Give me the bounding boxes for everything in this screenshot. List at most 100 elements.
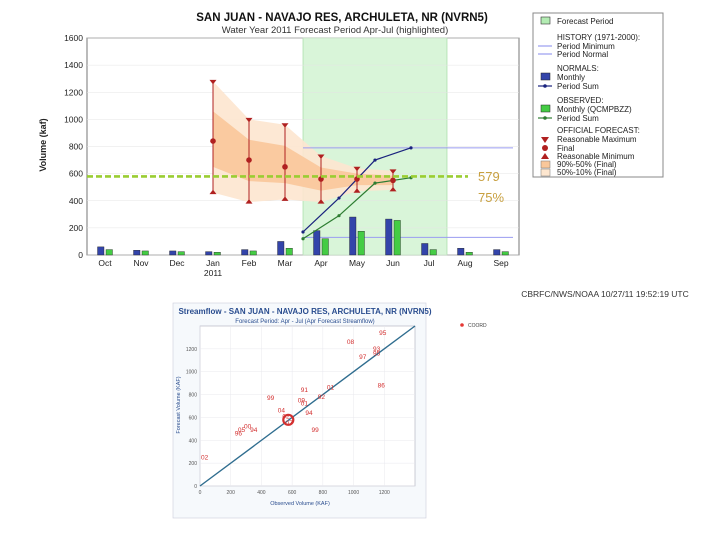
observed-monthly-bar xyxy=(321,238,329,256)
annotation-percent: 75% xyxy=(478,190,504,205)
scatter-point-label: 95 xyxy=(373,350,381,357)
reasonable-max-marker xyxy=(281,123,289,128)
x-tick-label: Sep xyxy=(493,258,508,268)
reasonable-min-marker xyxy=(209,189,217,195)
x-tick-label: Apr xyxy=(314,258,327,268)
observed-period-sum-point xyxy=(337,214,341,218)
normal-monthly-bar xyxy=(133,250,141,256)
legend-normals-period-sum: Period Sum xyxy=(557,82,599,91)
x-tick-label: Jul xyxy=(424,258,435,268)
legend-marker-reasonable-min xyxy=(541,153,549,159)
x-tick-label: Feb xyxy=(242,258,257,268)
scatter-legend-label: COORD xyxy=(468,323,487,329)
chart-subtitle: Water Year 2011 Forecast Period Apr-Jul … xyxy=(222,25,449,36)
legend-final: Final xyxy=(557,144,575,153)
normal-monthly-bar xyxy=(241,249,249,256)
legend-observed-period-sum: Period Sum xyxy=(557,114,599,123)
normal-monthly-bar xyxy=(277,241,285,256)
legend-band-50-10: 50%-10% (Final) xyxy=(557,168,617,177)
scatter-plot-area: 0 200 400 600 800 1000 12000200400600800100012… xyxy=(186,325,416,496)
legend-swatch-band-90-50 xyxy=(540,160,551,169)
y-tick-label: 1200 xyxy=(64,87,83,97)
reasonable-max-marker xyxy=(209,79,217,85)
x-tick-label: Oct xyxy=(98,258,112,268)
y-axis-label: Volume (kaf) xyxy=(38,118,48,171)
scatter-y-tick-label: 200 xyxy=(189,461,198,467)
observed-monthly-bar xyxy=(501,251,509,256)
reasonable-min-marker xyxy=(245,199,253,204)
scatter-x-label: Observed Volume (KAF) xyxy=(270,501,330,507)
legend-box xyxy=(532,12,664,178)
y-tick-label: 200 xyxy=(69,223,83,233)
legend-band-90-50: 90%-50% (Final) xyxy=(557,160,617,169)
scatter-point-label: 95 xyxy=(379,330,387,337)
normal-period-sum-point xyxy=(409,146,413,150)
final-forecast-marker xyxy=(390,177,396,184)
scatter-title: Streamflow - SAN JUAN - NAVAJO RES, ARCH… xyxy=(178,307,431,316)
x-tick-label: May xyxy=(349,258,366,268)
final-forecast-marker xyxy=(210,138,216,144)
reasonable-min-marker xyxy=(353,188,361,193)
observed-period-sum-point xyxy=(373,181,377,185)
y-tick-label: 600 xyxy=(69,169,83,179)
scatter-point-label: 08 xyxy=(347,339,355,346)
x-tick-label: Mar xyxy=(278,258,293,268)
observed-monthly-bar xyxy=(249,250,257,256)
normal-period-sum-point xyxy=(337,196,341,200)
scatter-x-tick-label: 600 xyxy=(288,490,297,496)
x-tick-label: Nov xyxy=(133,258,149,268)
observed-monthly-bar xyxy=(285,248,293,256)
scatter-x-tick-label: 1000 xyxy=(348,490,359,496)
y-tick-label: 1600 xyxy=(64,33,83,43)
scatter-x-tick-label: 400 xyxy=(257,490,266,496)
reasonable-max-marker xyxy=(245,117,253,123)
y-tick-label: 1000 xyxy=(64,114,83,124)
legend-swatch-band-50-10 xyxy=(540,168,551,177)
scatter-y-tick-label: 1200 xyxy=(186,347,197,353)
scatter-point-label: 01 xyxy=(301,401,309,408)
observed-period-sum-point xyxy=(301,237,305,241)
scatter-point-label: 86 xyxy=(378,382,386,389)
scatter-point-label: 05 xyxy=(238,427,246,434)
scatter-point-label: 09 xyxy=(298,397,306,404)
scatter-x-tick-label: 800 xyxy=(319,490,328,496)
reasonable-min-marker xyxy=(317,199,325,204)
scatter-point-label: 04 xyxy=(278,408,286,415)
observed-monthly-bar xyxy=(177,251,185,256)
x-tick-label: Jan xyxy=(206,258,220,268)
chart-title: SAN JUAN - NAVAJO RES, ARCHULETA, NR (NV… xyxy=(196,12,488,24)
observed-monthly-bar xyxy=(465,252,473,256)
y-tick-label: 800 xyxy=(69,142,83,152)
legend-swatch-normals-monthly xyxy=(540,72,551,81)
scatter-y-tick-label: 600 xyxy=(189,415,198,421)
normal-monthly-bar xyxy=(385,218,393,256)
reasonable-max-marker xyxy=(317,154,325,159)
normal-monthly-bar xyxy=(97,246,105,256)
normal-monthly-bar xyxy=(349,216,357,256)
final-forecast-marker xyxy=(282,164,288,170)
scatter-y-label: Forecast Volume (KAF) xyxy=(176,376,182,433)
forecast-band-90-50 xyxy=(213,111,393,191)
scatter-subtitle: Forecast Period: Apr - Jul (Apr Forecast… xyxy=(235,319,374,325)
scatter-point-label: 99 xyxy=(312,427,320,434)
final-forecast-marker xyxy=(246,157,252,163)
legend-swatch-observed-monthly xyxy=(540,104,551,113)
legend-observed-monthly: Monthly (QCMPBZZ) xyxy=(557,105,632,114)
scatter-point-label: 99 xyxy=(267,395,275,402)
scatter-point-label: 01 xyxy=(327,385,335,392)
legend-marker-final xyxy=(542,145,548,151)
legend-period-normal: Period Normal xyxy=(557,50,608,59)
legend-reasonable-min: Reasonable Minimum xyxy=(557,152,635,161)
normal-monthly-bar xyxy=(493,249,501,256)
x-year-label: 2011 xyxy=(204,268,223,278)
observed-monthly-bar xyxy=(213,252,221,256)
legend-marker-observed-sum xyxy=(543,116,547,120)
scatter-point-label: 93 xyxy=(373,346,381,353)
x-tick-label: Jun xyxy=(386,258,400,268)
observed-monthly-bar xyxy=(105,249,113,256)
scatter-point-label: 96 xyxy=(235,430,243,437)
legend-normals-monthly: Monthly xyxy=(557,73,585,82)
normal-monthly-bar xyxy=(457,248,465,256)
legend-marker-reasonable-max xyxy=(541,137,549,143)
reasonable-min-marker xyxy=(281,196,289,201)
